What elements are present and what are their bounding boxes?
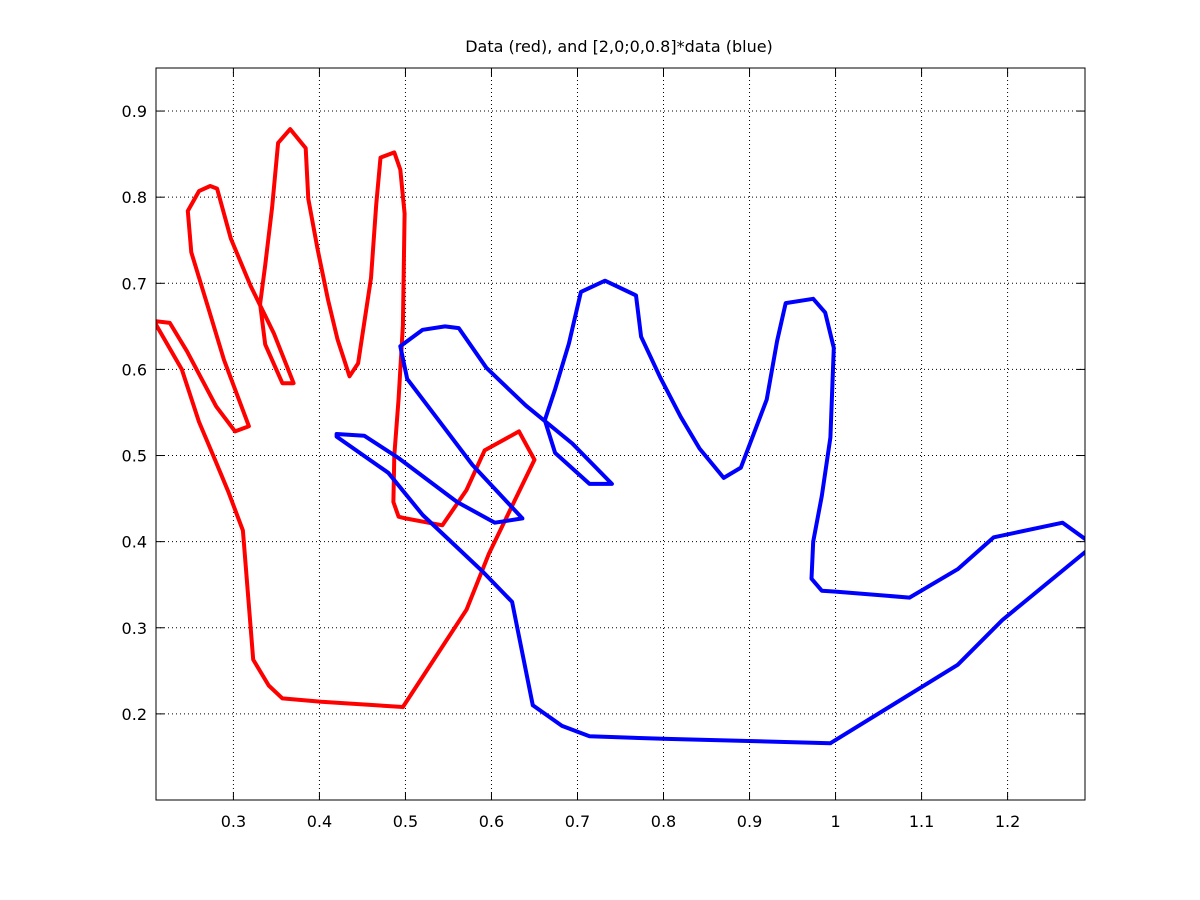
axes-box <box>155 67 1086 801</box>
x-tick-label: 0.9 <box>737 812 762 831</box>
y-tick-label: 0.3 <box>122 619 147 638</box>
y-tick-label: 0.5 <box>122 447 147 466</box>
grid <box>156 68 1085 800</box>
x-tick-label: 0.4 <box>307 812 332 831</box>
x-tick-label: 1.2 <box>995 812 1020 831</box>
axes-ticks: 0.3 0.4 0.5 0.6 0.7 0.8 0.9 1 1.1 1.2 0.2 0.3 0.4 0.5… <box>122 68 1085 831</box>
x-tick-label: 1 <box>830 812 840 831</box>
x-tick-label: 0.5 <box>393 812 418 831</box>
chart-title: Data (red), and [2,0;0,0.8]*data (blue) <box>465 37 773 56</box>
x-tick-label: 0.8 <box>651 812 676 831</box>
x-tick-label: 0.7 <box>565 812 590 831</box>
y-tick-label: 0.4 <box>122 533 147 552</box>
x-tick-label: 0.6 <box>479 812 504 831</box>
data-series-red-hand <box>156 127 537 709</box>
x-tick-label: 1.1 <box>909 812 934 831</box>
y-tick-label: 0.9 <box>122 102 147 121</box>
x-tick-label: 0.3 <box>221 812 246 831</box>
data-series-blue-hand <box>334 278 1085 746</box>
y-tick-label: 0.7 <box>122 274 147 293</box>
plot-area <box>156 127 1085 746</box>
y-tick-label: 0.6 <box>122 360 147 379</box>
y-tick-label: 0.2 <box>122 705 147 724</box>
y-tick-label: 0.8 <box>122 188 147 207</box>
